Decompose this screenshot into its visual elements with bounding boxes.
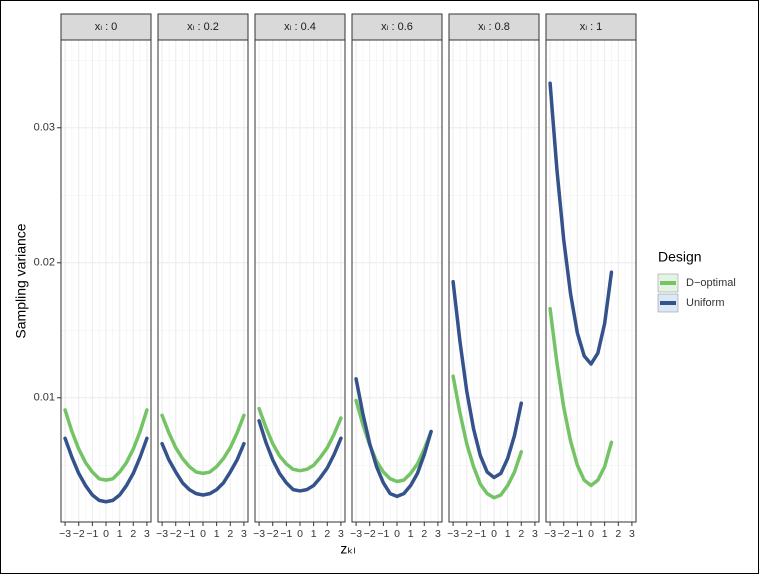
x-tick-label: −3 — [253, 528, 265, 540]
series-line — [257, 418, 343, 493]
series-line — [160, 441, 246, 497]
x-tick-label: 1 — [602, 528, 608, 540]
x-tick-label: 3 — [144, 528, 150, 540]
strip — [60, 13, 152, 41]
x-tick-label: −3 — [544, 528, 556, 540]
x-tick-label: 2 — [324, 528, 330, 540]
series-line — [63, 436, 149, 504]
legend-label: D−optimal — [686, 277, 736, 289]
strip — [448, 13, 540, 41]
x-tick-label: −3 — [156, 528, 168, 540]
x-tick-label: 0 — [491, 528, 497, 540]
series-line — [548, 81, 614, 366]
x-tick-label: 1 — [311, 528, 317, 540]
x-tick-label: 2 — [130, 528, 136, 540]
strip — [351, 13, 443, 41]
strip-label: xₗ : 0.8 — [478, 21, 510, 33]
series-line — [548, 306, 614, 488]
x-axis-label: zₖₗ — [340, 541, 355, 557]
y-axis-label: Sampling variance — [13, 223, 29, 338]
x-tick-label: 3 — [435, 528, 441, 540]
strip — [157, 13, 249, 41]
x-tick-label: 0 — [103, 528, 109, 540]
x-tick-label: 1 — [117, 528, 123, 540]
x-tick-label: −1 — [86, 528, 98, 540]
x-tick-label: 0 — [588, 528, 594, 540]
x-tick-label: 2 — [227, 528, 233, 540]
strip-label: xₗ : 1 — [580, 21, 603, 33]
legend-label: Uniform — [686, 297, 725, 309]
x-tick-label: −2 — [170, 528, 182, 540]
x-tick-label: −3 — [447, 528, 459, 540]
x-tick-label: 2 — [518, 528, 524, 540]
y-tick-label: 0.01 — [34, 392, 55, 404]
legend-title: Design — [658, 249, 702, 265]
series-line — [160, 413, 246, 476]
x-tick-label: −1 — [571, 528, 583, 540]
strip — [545, 13, 637, 41]
strip-label: xₗ : 0.6 — [381, 21, 413, 33]
x-tick-label: −1 — [280, 528, 292, 540]
x-tick-label: 0 — [297, 528, 303, 540]
x-tick-label: −2 — [364, 528, 376, 540]
strip — [254, 13, 346, 41]
series-line — [354, 377, 433, 499]
x-tick-label: −3 — [350, 528, 362, 540]
x-tick-label: 2 — [421, 528, 427, 540]
x-tick-label: −1 — [183, 528, 195, 540]
strip-label: xₗ : 0.2 — [187, 21, 219, 33]
series-line — [451, 279, 524, 480]
strip-label: xₗ : 0 — [95, 21, 118, 33]
y-tick-label: 0.03 — [34, 122, 55, 134]
x-tick-label: 0 — [200, 528, 206, 540]
y-tick-label: 0.02 — [34, 257, 55, 269]
series-line — [257, 406, 343, 473]
x-tick-label: 3 — [338, 528, 344, 540]
x-tick-label: 2 — [615, 528, 621, 540]
x-tick-label: 1 — [505, 528, 511, 540]
x-tick-label: 3 — [532, 528, 538, 540]
series-line — [451, 374, 524, 500]
x-tick-label: −1 — [474, 528, 486, 540]
x-tick-label: 3 — [241, 528, 247, 540]
x-tick-label: −2 — [461, 528, 473, 540]
x-tick-label: 0 — [394, 528, 400, 540]
x-tick-label: −3 — [59, 528, 71, 540]
x-tick-label: 1 — [214, 528, 220, 540]
x-tick-label: −1 — [377, 528, 389, 540]
x-tick-label: −2 — [558, 528, 570, 540]
x-tick-label: −2 — [73, 528, 85, 540]
strip-label: xₗ : 0.4 — [284, 21, 316, 33]
series-line — [63, 408, 149, 482]
x-tick-label: 3 — [629, 528, 635, 540]
x-tick-label: −2 — [267, 528, 279, 540]
x-tick-label: 1 — [408, 528, 414, 540]
